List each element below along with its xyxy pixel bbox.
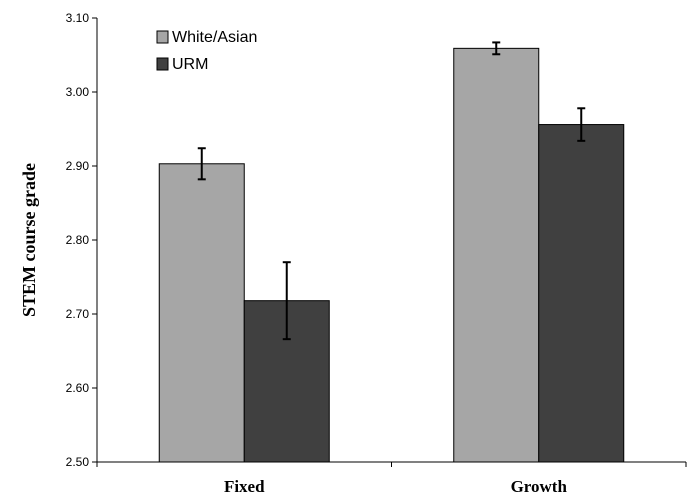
- y-tick-label: 2.90: [66, 159, 90, 173]
- error-bars-layer: [197, 41, 586, 341]
- x-category-label: Growth: [511, 477, 568, 496]
- x-ticks: Fixed Growth: [96, 462, 687, 496]
- y-tick-label: 3.00: [66, 85, 90, 99]
- legend: White/Asian URM: [156, 29, 257, 73]
- legend-label: URM: [172, 56, 208, 73]
- y-ticks: 2.50 2.60 2.70 2.80 2.90 3.00 3.10: [66, 11, 97, 469]
- legend-label: White/Asian: [172, 29, 257, 46]
- bar-urm-growth: [538, 124, 625, 463]
- bars-layer: [158, 47, 625, 463]
- y-tick-label: 2.70: [66, 307, 90, 321]
- y-tick-label: 3.10: [66, 11, 90, 25]
- legend-swatch: [156, 30, 169, 44]
- y-tick-label: 2.80: [66, 233, 90, 247]
- y-axis-title: STEM course grade: [19, 163, 39, 317]
- y-tick-label: 2.60: [66, 381, 90, 395]
- x-category-label: Fixed: [224, 477, 265, 496]
- y-tick-label: 2.50: [66, 455, 90, 469]
- bar-white-asian-fixed: [158, 163, 245, 463]
- bar-white-asian-growth: [453, 47, 540, 463]
- legend-swatch: [156, 57, 169, 71]
